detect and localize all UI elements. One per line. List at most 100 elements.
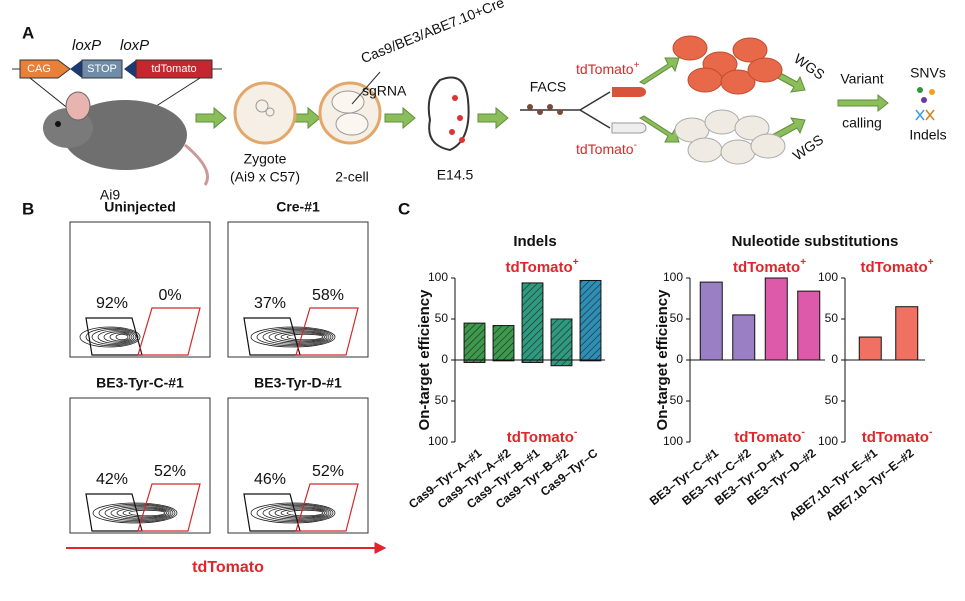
facs [520, 87, 647, 134]
pointer-line [29, 77, 71, 111]
series-name: tdTomato [862, 429, 929, 446]
gate-percent: 37% [254, 295, 286, 312]
contour [256, 327, 334, 347]
embryo-dot [452, 95, 458, 101]
tube [612, 87, 646, 97]
series-sup: - [574, 427, 577, 438]
bar [797, 290, 821, 361]
facs-label: FACS [530, 79, 567, 95]
gate-positive [295, 483, 359, 532]
cassette-label: STOP [87, 63, 117, 75]
contour [98, 503, 176, 523]
x-axis-label: tdTomato [192, 559, 264, 576]
indel-icon [915, 109, 925, 121]
y-tick-label: 50 [670, 393, 684, 407]
cag-box [19, 59, 71, 79]
cell [732, 37, 768, 63]
snv-dot [917, 87, 923, 93]
bar [521, 359, 544, 363]
snv-dot [929, 89, 935, 95]
y-axis-label: On-target efficiency [654, 289, 671, 431]
series-label: tdTomato+ [860, 257, 933, 276]
cell [720, 139, 756, 165]
contour [115, 333, 129, 341]
step-arrow [771, 117, 806, 141]
cell [750, 133, 786, 159]
contour [256, 503, 334, 523]
embryo-dot [457, 115, 463, 121]
gate-positive [137, 307, 201, 356]
pronucleus [265, 107, 275, 117]
contour [79, 326, 141, 348]
panel-label: A [22, 23, 34, 42]
gate-percent: 0% [158, 287, 181, 304]
series-sup: - [929, 427, 932, 438]
y-tick-label: 50 [435, 393, 449, 407]
series-label: tdTomato+ [733, 257, 806, 276]
cell [720, 69, 756, 95]
gate-percent: 52% [154, 463, 186, 480]
gate-positive [137, 483, 201, 532]
wgs-label: WGS [791, 50, 828, 82]
variant-label: calling [842, 115, 882, 131]
indel-icon [925, 109, 935, 121]
pronucleus [255, 99, 269, 113]
cell-dot [537, 109, 543, 115]
sort-text: tdTomato [576, 141, 634, 157]
panel-label: C [398, 199, 410, 218]
variant-label: Variant [840, 71, 883, 87]
charts: Indels On-target efficiency 100 50 0 50 100 tdT… [406, 233, 934, 523]
bar [550, 318, 573, 361]
gate-negative [243, 317, 301, 356]
injection-label: sgRNA [362, 83, 407, 99]
stage-label: (Ai9 x C57) [230, 169, 300, 185]
series-label: tdTomato+ [505, 257, 578, 276]
y-tick-label: 50 [670, 311, 684, 325]
blastomere [331, 90, 365, 114]
sorter-lines [520, 91, 611, 129]
sort-sup: + [634, 60, 640, 71]
step-arrow [384, 106, 416, 130]
mouse-eye [55, 121, 61, 127]
gate-percent: 52% [312, 463, 344, 480]
step-arrow [837, 93, 889, 113]
sort-label: tdTomato+ [576, 60, 640, 77]
series-label: tdTomato- [507, 427, 578, 446]
y-tick-label: 50 [435, 311, 449, 325]
contour [274, 331, 328, 343]
plot-frame [227, 221, 369, 358]
contour [268, 506, 330, 520]
cell-dot [557, 109, 563, 115]
output-label: Indels [909, 127, 946, 143]
tube [611, 122, 647, 134]
wgs-label: WGS [790, 131, 827, 163]
y-tick-label: 0 [676, 352, 683, 366]
sort-sup: - [634, 140, 637, 151]
cell [704, 109, 740, 135]
stop-box [81, 59, 123, 79]
bar [895, 306, 919, 361]
flow-plots: Uninjected 92% 0% Cre-#1 37% 58% BE3-Tyr-C-#1 4… [69, 199, 369, 534]
embryo-dot [449, 129, 455, 135]
plot-title: Uninjected [104, 199, 176, 215]
bar [579, 279, 602, 361]
bar [764, 277, 788, 361]
contour [274, 507, 328, 519]
bar [463, 359, 486, 363]
output-label: SNVs [910, 65, 946, 81]
series-sup: - [801, 427, 804, 438]
gate-percent: 42% [96, 471, 128, 488]
injection-label: Cas9/BE3/ABE7.10+Cre [359, 0, 507, 66]
cell [687, 67, 723, 93]
gate-percent: 92% [96, 295, 128, 312]
series-name: tdTomato [733, 259, 800, 276]
stage-label: Ai9 [100, 187, 120, 203]
contour [286, 509, 324, 517]
series-label: tdTomato- [734, 427, 805, 446]
sort-label: tdTomato- [576, 140, 637, 157]
panel-label: B [22, 199, 34, 218]
contour [116, 507, 170, 519]
plot-frame [69, 221, 211, 358]
gate-percent: 58% [312, 287, 344, 304]
